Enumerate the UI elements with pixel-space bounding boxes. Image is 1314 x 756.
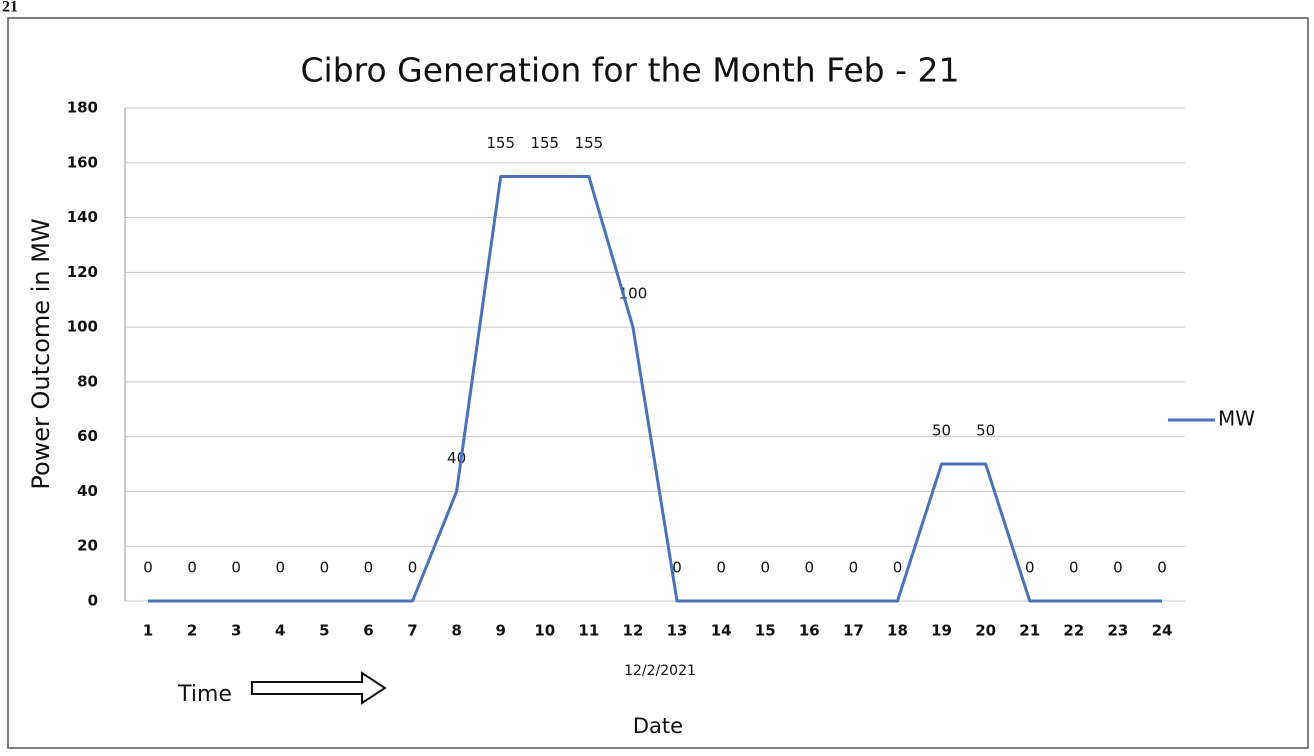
y-tick-label: 80	[77, 372, 98, 390]
data-label: 0	[231, 559, 241, 577]
y-tick-label: 160	[67, 153, 98, 171]
data-label: 0	[1025, 559, 1035, 577]
data-label: 0	[143, 559, 153, 577]
x-tick-label: 17	[843, 622, 864, 640]
page-label: 21	[2, 0, 18, 16]
data-label: 155	[486, 134, 515, 152]
x-tick-label: 7	[407, 622, 417, 640]
data-label: 0	[275, 559, 285, 577]
y-tick-label: 40	[77, 482, 98, 500]
annotation: Time	[177, 682, 232, 707]
data-label: 0	[320, 559, 330, 577]
x-tick-label: 14	[711, 622, 732, 640]
x-axis-title: Date	[633, 714, 683, 738]
data-label: 0	[187, 559, 197, 577]
data-label: 50	[976, 422, 995, 440]
x-tick-label: 13	[667, 622, 688, 640]
data-label: 50	[932, 422, 951, 440]
annotation: 12/2/2021	[624, 663, 696, 679]
x-tick-label: 11	[578, 622, 599, 640]
chart-title: Cibro Generation for the Month Feb - 21	[300, 51, 959, 90]
data-label: 155	[530, 134, 559, 152]
x-tick-label: 16	[799, 622, 820, 640]
y-tick-label: 140	[67, 208, 98, 226]
y-tick-label: 100	[67, 318, 98, 336]
x-tick-label: 12	[623, 622, 644, 640]
x-tick-label: 4	[275, 622, 285, 640]
data-label: 0	[716, 559, 726, 577]
x-tick-label: 18	[887, 622, 908, 640]
y-tick-label: 180	[67, 99, 98, 117]
y-tick-label: 20	[77, 537, 98, 555]
x-tick-label: 6	[363, 622, 373, 640]
data-label: 0	[805, 559, 815, 577]
data-label: 0	[408, 559, 418, 577]
series-line	[148, 174, 1162, 603]
y-tick-label: 60	[77, 427, 98, 445]
x-tick-label: 24	[1152, 622, 1173, 640]
x-tick-label: 10	[534, 622, 555, 640]
data-label: 0	[672, 559, 682, 577]
data-label: 0	[760, 559, 770, 577]
chart-frame	[7, 17, 1309, 749]
x-tick-label: 8	[451, 622, 461, 640]
time-arrow	[251, 671, 387, 705]
x-tick-label: 1	[143, 622, 153, 640]
x-tick-label: 2	[187, 622, 197, 640]
x-tick-label: 21	[1019, 622, 1040, 640]
data-label: 0	[364, 559, 374, 577]
y-tick-label: 0	[88, 592, 98, 610]
data-label: 155	[575, 134, 604, 152]
x-tick-label: 5	[319, 622, 329, 640]
legend-label: MW	[1218, 407, 1255, 431]
x-tick-label: 3	[231, 622, 241, 640]
data-label: 0	[893, 559, 903, 577]
x-tick-label: 20	[975, 622, 996, 640]
data-label: 0	[1113, 559, 1123, 577]
x-tick-label: 22	[1063, 622, 1084, 640]
x-tick-label: 23	[1107, 622, 1128, 640]
x-tick-label: 19	[931, 622, 952, 640]
y-tick-label: 120	[67, 263, 98, 281]
data-label: 0	[849, 559, 859, 577]
x-tick-label: 15	[755, 622, 776, 640]
data-label: 0	[1157, 559, 1167, 577]
data-label: 0	[1069, 559, 1079, 577]
y-axis-title: Power Outcome in MW	[27, 218, 55, 489]
x-tick-label: 9	[495, 622, 505, 640]
